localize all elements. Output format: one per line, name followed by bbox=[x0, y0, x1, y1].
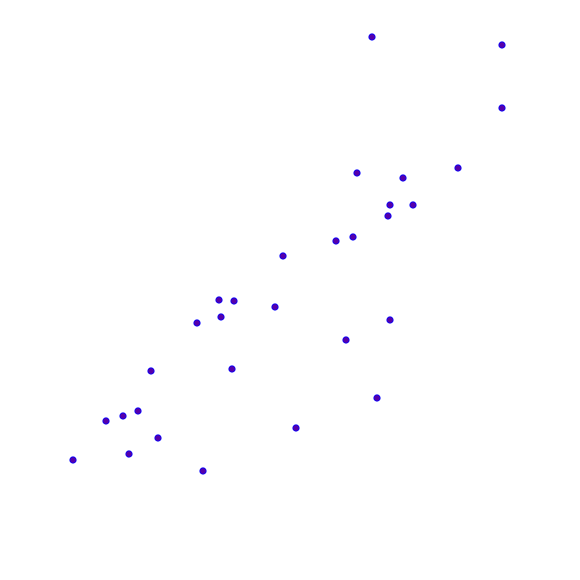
scatter-point bbox=[230, 297, 238, 305]
points-layer bbox=[69, 33, 506, 475]
scatter-point bbox=[342, 336, 350, 344]
scatter-point bbox=[271, 303, 279, 311]
scatter-point bbox=[332, 237, 340, 245]
scatter-point bbox=[349, 233, 357, 241]
scatter-point bbox=[119, 412, 127, 420]
scatter-point bbox=[386, 316, 394, 324]
scatter-point bbox=[193, 319, 201, 327]
scatter-point bbox=[498, 104, 506, 112]
scatter-point bbox=[454, 164, 462, 172]
scatter-point bbox=[199, 467, 207, 475]
scatter-point bbox=[154, 434, 162, 442]
scatter-point bbox=[279, 252, 287, 260]
scatter-point bbox=[386, 201, 394, 209]
scatter-point bbox=[384, 212, 392, 220]
scatter-point bbox=[125, 450, 133, 458]
scatter-point bbox=[368, 33, 376, 41]
scatter-point bbox=[69, 456, 77, 464]
scatter-point bbox=[102, 417, 110, 425]
scatter-point bbox=[399, 174, 407, 182]
scatter-point bbox=[498, 41, 506, 49]
scatter-point bbox=[409, 201, 417, 209]
scatter-point bbox=[134, 407, 142, 415]
scatter-point bbox=[353, 169, 361, 177]
scatter-point bbox=[147, 367, 155, 375]
scatter-point bbox=[373, 394, 381, 402]
scatter-point bbox=[217, 313, 225, 321]
scatter-point bbox=[215, 296, 223, 304]
scatter-point bbox=[292, 424, 300, 432]
scatter-point bbox=[228, 365, 236, 373]
